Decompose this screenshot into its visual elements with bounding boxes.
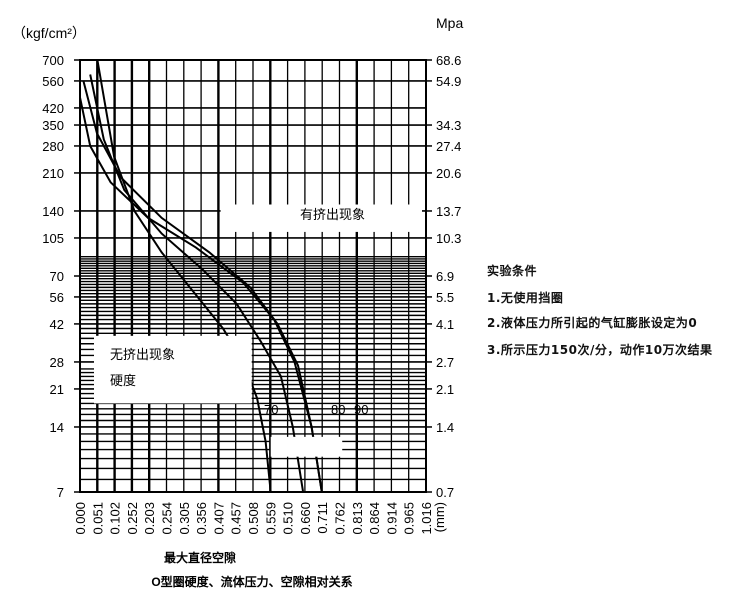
x-tick-label: 0.102 [108,502,123,535]
x-tick-label: 0.254 [160,502,175,535]
x-tick-label: 0.508 [246,502,261,535]
y-axis-left-label: （kgf/cm²） [12,25,86,41]
y-right-tick-label: 1.4 [436,420,454,435]
series-line-70 [96,59,272,493]
x-tick-label: 0.305 [177,502,192,535]
y-left-tick-label: 280 [42,139,64,154]
x-tick-label: 0.252 [125,502,140,535]
chart-title: O型圈硬度、流体压力、空隙相对关系 [151,574,352,589]
y-left-tick-label: 105 [42,231,64,246]
x-tick-label: 0.762 [333,502,348,535]
curve-label-80: 80 [331,402,345,417]
x-unit-label: (mm) [432,502,447,532]
x-tick-label: 0.000 [73,502,88,535]
x-tick-label: 0.051 [90,502,105,535]
y-left-tick-label: 42 [50,317,64,332]
x-tick-label: 0.965 [402,502,417,535]
no-extrusion-label-box [94,335,252,404]
x-tick-label: 0.864 [367,502,382,535]
y-right-tick-label: 0.7 [436,485,454,500]
y-right-tick-label: 34.3 [436,118,461,133]
y-left-tick-label: 70 [50,269,64,284]
y-right-tick-label: 27.4 [436,139,461,154]
x-tick-label: 0.660 [298,502,313,535]
y-left-tick-label: 56 [50,290,64,305]
label-boxes [94,204,422,457]
y-right-tick-label: 10.3 [436,231,461,246]
x-tick-label: 0.510 [281,502,296,535]
chart-text: （kgf/cm²） Mpa 最大直径空隙 O型圈硬度、流体压力、空隙相对关系 有… [12,15,463,589]
x-axis-label: 最大直径空隙 [164,550,236,565]
region-label-extrusion: 有挤出现象 [300,207,365,222]
y-right-tick-label: 13.7 [436,204,461,219]
note-item-2: 2.液体压力所引起的气缸膨胀设定为0 [487,316,698,330]
curve-label-90: 90 [354,402,368,417]
y-left-tick-label: 140 [42,204,64,219]
y-left-tick-label: 7 [57,485,64,500]
y-right-tick-label: 5.5 [436,290,454,305]
y-right-tick-label: 68.6 [436,53,461,68]
y-left-tick-label: 14 [50,420,64,435]
curve-label-box [270,436,343,457]
region-label-no-extrusion: 无挤出现象 [110,347,175,362]
notes-heading: 实验条件 [487,264,538,278]
curve-label-70: 70 [264,402,278,417]
x-tick-label: 0.356 [194,502,209,535]
y-left-tick-label: 21 [50,382,64,397]
y-left-tick-label: 560 [42,74,64,89]
y-left-tick-label: 350 [42,118,64,133]
y-right-tick-label: 2.7 [436,355,454,370]
x-tick-label: 0.813 [350,502,365,535]
extrusion-label-box [220,204,422,232]
y-left-tick-label: 700 [42,53,64,68]
y-right-tick-label: 6.9 [436,269,454,284]
region-label-hardness: 硬度 [110,373,136,388]
series-line-90 [82,80,323,493]
y-right-tick-label: 54.9 [436,74,461,89]
y-left-tick-label: 420 [42,101,64,116]
x-tick-label: 0.407 [211,502,226,535]
grid [79,59,427,493]
series-group [79,59,323,493]
x-tick-label: 0.203 [142,502,157,535]
y-right-tick-label: 4.1 [436,317,454,332]
y-right-tick-label: 2.1 [436,382,454,397]
x-tick-label: 0.559 [263,502,278,535]
tick-labels: 7 14 21 28 42 56 70 105 140 210 280 350 420 560 700 0.7… [42,53,461,535]
x-tick-label: 0.914 [384,502,399,535]
note-item-1: 1.无使用挡圈 [487,291,564,305]
y-axis-right-label: Mpa [436,15,463,31]
x-tick-label: 0.711 [315,502,330,534]
x-tick-label: 1.016 [419,502,434,535]
note-item-3: 3.所示压力150次/分，动作10万次结果 [487,343,713,357]
y-left-tick-label: 28 [50,355,64,370]
series-line-curve-3 [79,97,323,493]
y-left-tick-label: 210 [42,166,64,181]
y-right-tick-label: 20.6 [436,166,461,181]
x-tick-label: 0.457 [229,502,244,535]
